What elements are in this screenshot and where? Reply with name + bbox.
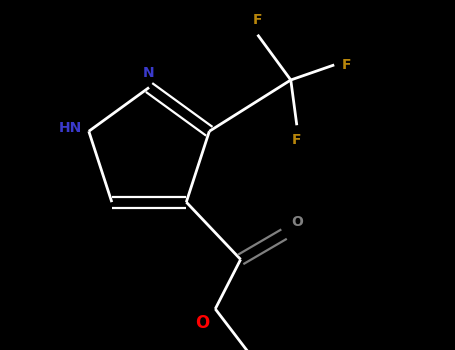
Text: HN: HN — [58, 121, 81, 135]
Text: F: F — [253, 13, 263, 27]
Text: F: F — [342, 58, 352, 72]
Text: O: O — [291, 215, 303, 229]
Text: F: F — [292, 133, 302, 147]
Text: O: O — [195, 314, 209, 332]
Text: N: N — [143, 66, 155, 80]
